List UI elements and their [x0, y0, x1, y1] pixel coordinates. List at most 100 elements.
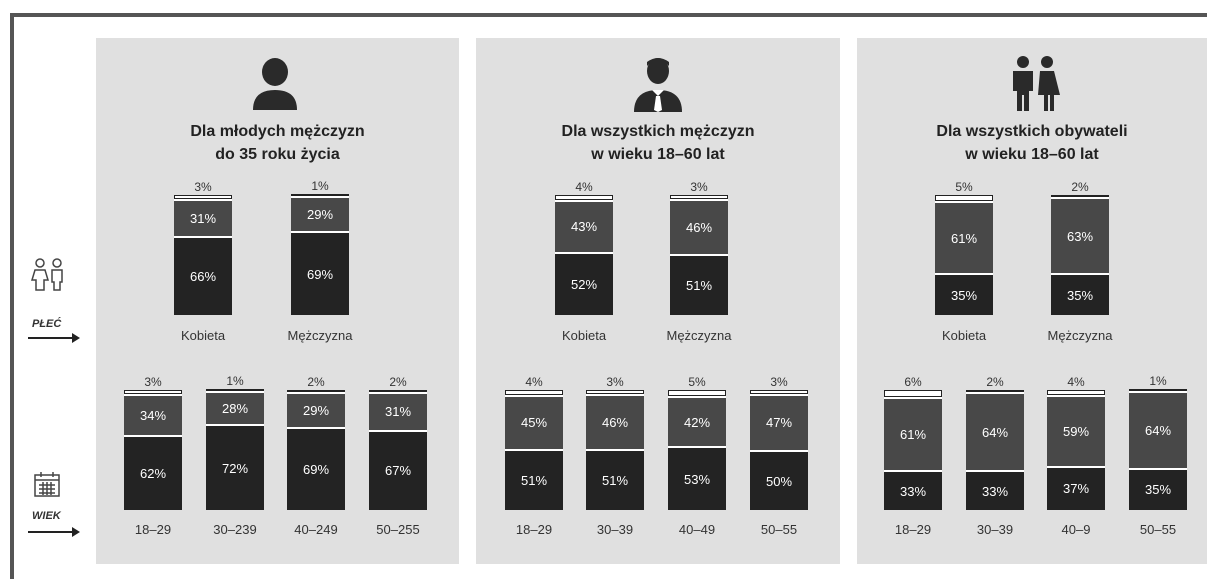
- bar-segment-other: [884, 390, 942, 398]
- bar-top-value-label: 2%: [1071, 180, 1089, 194]
- bar-top-value-label: 3%: [144, 375, 162, 389]
- age-bar: 31% 67%: [369, 390, 427, 510]
- bar-top-value-label: 4%: [575, 180, 593, 194]
- bar-segment-other: [750, 390, 808, 394]
- bar-segment-other: [670, 195, 728, 199]
- category-label: 18–29: [134, 522, 172, 537]
- bar-value-label: 50%: [765, 473, 793, 489]
- age-bar: 61% 33%: [884, 390, 942, 510]
- bar-segment-bottom: 35%: [935, 273, 993, 315]
- bar-segment-middle: 63%: [1051, 197, 1109, 273]
- age-arrow: [28, 527, 80, 537]
- bar-segment-middle: 61%: [884, 397, 942, 471]
- bar-top-value-label: 3%: [194, 180, 212, 194]
- bar-segment-bottom: 51%: [670, 253, 728, 315]
- category-label: 30–39: [596, 522, 634, 537]
- category-label: Kobieta: [561, 328, 607, 343]
- bar-value-label: 64%: [981, 424, 1009, 440]
- bar-value-label: 52%: [570, 276, 598, 292]
- gender-icon: [30, 258, 63, 291]
- bar-segment-bottom: 37%: [1047, 465, 1105, 510]
- bar-top-value-label: 2%: [389, 375, 407, 389]
- bar-value-label: 69%: [302, 462, 330, 478]
- category-label: 18–29: [515, 522, 553, 537]
- panel-title-line-1: Dla młodych mężczyzn: [190, 123, 365, 140]
- age-bar: 64% 33%: [966, 390, 1024, 510]
- bar-segment-bottom: 33%: [884, 470, 942, 510]
- bar-segment-bottom: 69%: [291, 231, 349, 315]
- bar-segment-middle: 64%: [966, 392, 1024, 470]
- category-label: Kobieta: [180, 328, 226, 343]
- businessman-icon: [634, 58, 682, 112]
- age-bar: 42% 53%: [668, 390, 726, 510]
- bar-value-label: 51%: [601, 472, 629, 488]
- frame-left-line: [10, 13, 14, 579]
- bar-segment-bottom: 35%: [1051, 273, 1109, 315]
- bar-segment-middle: 31%: [369, 392, 427, 430]
- bar-value-label: 67%: [384, 463, 412, 479]
- bar-value-label: 46%: [685, 219, 713, 235]
- bar-segment-other: [935, 195, 993, 201]
- bar-top-value-label: 2%: [986, 375, 1004, 389]
- bar-segment-middle: 59%: [1047, 394, 1105, 466]
- category-label: Mężczyzna: [666, 328, 732, 343]
- frame-top-line: [10, 13, 1207, 17]
- bar-top-value-label: 3%: [770, 375, 788, 389]
- gender-bar: 61% 35%: [935, 195, 993, 315]
- gender-bar: 31% 66%: [174, 195, 232, 315]
- bar-segment-other: [287, 390, 345, 393]
- bar-value-label: 35%: [1144, 482, 1172, 498]
- bar-segment-bottom: 51%: [505, 448, 563, 510]
- calendar-icon: [34, 472, 60, 497]
- age-bar: 45% 51%: [505, 390, 563, 510]
- bar-top-value-label: 2%: [307, 375, 325, 389]
- bar-value-label: 61%: [950, 230, 978, 246]
- category-label: Mężczyzna: [287, 328, 353, 343]
- panel-title-line-2: w wieku 18–60 lat: [591, 146, 725, 163]
- bar-value-label: 72%: [221, 460, 249, 476]
- age-bar: 64% 35%: [1129, 389, 1187, 510]
- bar-value-label: 31%: [189, 210, 217, 226]
- bar-segment-other: [966, 390, 1024, 393]
- panel-title-line-2: w wieku 18–60 lat: [965, 146, 1099, 163]
- panel-title-line-1: Dla wszystkich mężczyzn: [561, 123, 755, 140]
- bar-segment-middle: 47%: [750, 393, 808, 450]
- bar-segment-middle: 29%: [287, 392, 345, 428]
- age-bar: 59% 37%: [1047, 390, 1105, 510]
- gender-bar: 63% 35%: [1051, 195, 1109, 315]
- bar-segment-bottom: 62%: [124, 434, 182, 510]
- bar-segment-other: [369, 390, 427, 393]
- bar-segment-other: [1047, 390, 1105, 395]
- bar-segment-middle: 31%: [174, 198, 232, 236]
- age-bar: 47% 50%: [750, 390, 808, 510]
- bar-value-label: 35%: [950, 287, 978, 303]
- bar-segment-other: [668, 390, 726, 396]
- bar-value-label: 61%: [899, 427, 927, 443]
- gender-bar: 46% 51%: [670, 195, 728, 315]
- bar-segment-bottom: 50%: [750, 450, 808, 510]
- bar-segment-bottom: 67%: [369, 429, 427, 510]
- young-man-icon: [253, 58, 297, 110]
- age-bar: 28% 72%: [206, 389, 264, 510]
- bar-segment-bottom: 66%: [174, 235, 232, 315]
- bar-top-value-label: 1%: [311, 179, 329, 194]
- age-bar: 29% 69%: [287, 390, 345, 510]
- bar-segment-other: [206, 389, 264, 392]
- gender-bar: 43% 52%: [555, 195, 613, 315]
- couple-icon: [1013, 56, 1060, 111]
- category-label: 18–29: [894, 522, 932, 537]
- gender-bar: 29% 69%: [291, 194, 349, 315]
- bar-value-label: 33%: [981, 483, 1009, 499]
- bar-top-value-label: 4%: [1067, 375, 1085, 389]
- bar-segment-other: [1051, 195, 1109, 198]
- bar-segment-other: [555, 195, 613, 200]
- bar-value-label: 42%: [683, 414, 711, 430]
- panel-title-line-1: Dla wszystkich obywateli: [936, 123, 1128, 140]
- category-label: Mężczyzna: [1047, 328, 1113, 343]
- bar-segment-middle: 46%: [670, 198, 728, 254]
- bar-segment-bottom: 72%: [206, 424, 264, 510]
- category-label: 30–39: [976, 522, 1014, 537]
- bar-top-value-label: 5%: [688, 375, 706, 389]
- bar-value-label: 59%: [1062, 423, 1090, 439]
- bar-value-label: 35%: [1066, 287, 1094, 303]
